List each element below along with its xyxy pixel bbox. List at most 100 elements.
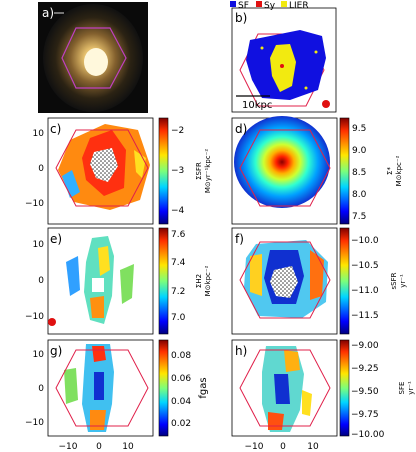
colorbar-h-label-bottom: yr⁻¹ <box>407 381 415 395</box>
colorbar-g: 0.08 0.06 0.04 0.02 fgas <box>158 339 209 437</box>
panel-g-map-warm <box>64 368 78 404</box>
colorbar-g-tick: 0.06 <box>171 374 191 384</box>
y-tick: −10 <box>25 199 44 209</box>
y-tick: −10 <box>25 418 44 428</box>
panel-c: c) <box>47 117 154 225</box>
colorbar-f-label-top: sSFR <box>390 272 398 289</box>
colorbar-d-label-top: Σ* <box>386 167 394 175</box>
panel-e-center-gap <box>92 278 104 292</box>
y-tick: 0 <box>38 384 44 394</box>
galaxy-core <box>84 48 108 76</box>
colorbar-g-tick: 0.02 <box>171 419 191 429</box>
legend-label-sy: Sy <box>264 1 276 11</box>
colorbar-e-label-top: ΣH2 <box>195 274 203 288</box>
panel-h-map-cool <box>302 390 312 416</box>
y-tick: 10 <box>33 129 45 139</box>
y-tick: 0 <box>38 276 44 286</box>
x-tick: 0 <box>280 442 286 452</box>
colorbar-e-tick: 7.2 <box>171 287 185 297</box>
panel-c-map-cool <box>134 150 146 178</box>
panel-d-map <box>234 116 330 208</box>
colorbar-d-tick: 8.5 <box>352 168 366 178</box>
y-tick: −10 <box>25 312 44 322</box>
panel-e: e) <box>47 227 154 335</box>
colorbar-e-label-bottom: M⊙kpc⁻² <box>204 265 212 296</box>
panel-label-e: e) <box>50 232 62 246</box>
panel-e-map-hot <box>90 296 104 318</box>
panel-label-c: c) <box>50 122 61 136</box>
colorbar-g-label: fgas <box>198 377 209 398</box>
bpt-lier-region <box>270 44 296 92</box>
colorbar-h-tick: −9.75 <box>351 410 379 420</box>
panel-label-b: b) <box>235 11 247 25</box>
colorbar-d-tick: 8.0 <box>352 190 367 200</box>
panel-label-f: f) <box>235 232 244 246</box>
x-tick: 0 <box>96 442 102 452</box>
panel-f-hatched-center <box>270 266 298 298</box>
panel-label-h: h) <box>235 344 247 358</box>
panel-f-map-warm <box>250 254 262 296</box>
panel-label-a: a) <box>42 6 54 20</box>
panel-g-map-hot <box>90 410 106 430</box>
y-tick: 10 <box>33 350 45 360</box>
x-tick: 10 <box>307 442 319 452</box>
colorbar-h-tick: −9.25 <box>351 364 379 374</box>
panel-h-hexagon <box>239 349 331 427</box>
colorbar-h: −9.00 −9.25 −9.50 −9.75 −10.00 SFE yr⁻¹ <box>339 339 415 440</box>
x-tick: 10 <box>122 442 134 452</box>
legend: SF Sy LIER <box>230 1 309 11</box>
panel-g-map-hot <box>92 346 106 362</box>
colorbar-e: 7.6 7.4 7.2 7.0 ΣH2 M⊙kpc⁻² <box>158 227 212 335</box>
panel-d: d) <box>231 116 338 225</box>
panel-h: h) <box>231 339 338 437</box>
panel-label-g: g) <box>50 344 62 358</box>
colorbar-c-label-bottom: M⊙yr⁻¹kpc⁻² <box>204 149 212 193</box>
colorbar-c-bar <box>158 117 169 225</box>
colorbar-d-tick: 9.0 <box>352 146 367 156</box>
colorbar-d-tick: 9.5 <box>352 124 366 134</box>
panel-label-d: d) <box>235 122 247 136</box>
legend-swatch-sf <box>230 1 236 7</box>
colorbar-c-tick: −4 <box>171 206 185 216</box>
bpt-lier-pixel <box>260 46 264 50</box>
legend-swatch-sy <box>256 1 262 7</box>
panel-c-hatched-center <box>90 148 118 182</box>
colorbar-e-tick: 7.6 <box>171 230 186 240</box>
colorbar-f-tick: −10.5 <box>351 261 379 271</box>
colorbar-f-label-bottom: yr⁻¹ <box>399 274 407 288</box>
panel-g-hexagon <box>55 349 149 427</box>
panel-g-map-cool <box>94 372 104 400</box>
y-tick: 0 <box>38 164 44 174</box>
y-tick: 10 <box>33 240 45 250</box>
x-tick: −10 <box>59 442 78 452</box>
panel-d-hexagon <box>239 129 331 207</box>
colorbar-h-tick: −10.00 <box>351 430 385 440</box>
image-hexagon <box>61 27 127 89</box>
bpt-sy-pixel <box>280 64 284 68</box>
panel-c-map-cool <box>62 170 80 198</box>
y-axis-ticks: 10 0 −10 10 0 −10 10 0 −10 <box>25 129 44 428</box>
x-tick: −10 <box>245 442 264 452</box>
panel-h-map-cool <box>274 374 290 404</box>
panel-f: f) <box>231 227 338 335</box>
panel-b: 10kpc b) SF Sy LIER <box>230 1 337 113</box>
colorbar-g-tick: 0.04 <box>171 397 191 407</box>
colorbar-e-tick: 7.0 <box>171 313 186 323</box>
panel-g: g) <box>47 339 154 437</box>
colorbar-f-tick: −11.5 <box>351 311 379 321</box>
legend-swatch-lier <box>281 1 287 7</box>
panel-e-map-cool <box>66 256 80 296</box>
scale-bar-label: 10kpc <box>242 100 272 111</box>
colorbar-c-label-top: ΣSFR <box>195 162 203 180</box>
colorbar-h-tick: −9.50 <box>351 387 379 397</box>
colorbar-c: −2 −3 −4 ΣSFR M⊙yr⁻¹kpc⁻² <box>158 117 212 225</box>
colorbar-h-tick: −9.00 <box>351 341 379 351</box>
panel-e-map-hot <box>98 246 110 276</box>
legend-label-sf: SF <box>238 1 249 11</box>
beam-marker <box>322 100 330 108</box>
colorbar-f: −10.0 −10.5 −11.0 −11.5 sSFR yr⁻¹ <box>339 227 407 335</box>
colorbar-e-tick: 7.4 <box>171 258 186 268</box>
beam-marker <box>48 318 56 326</box>
panel-f-hexagon <box>239 241 331 319</box>
